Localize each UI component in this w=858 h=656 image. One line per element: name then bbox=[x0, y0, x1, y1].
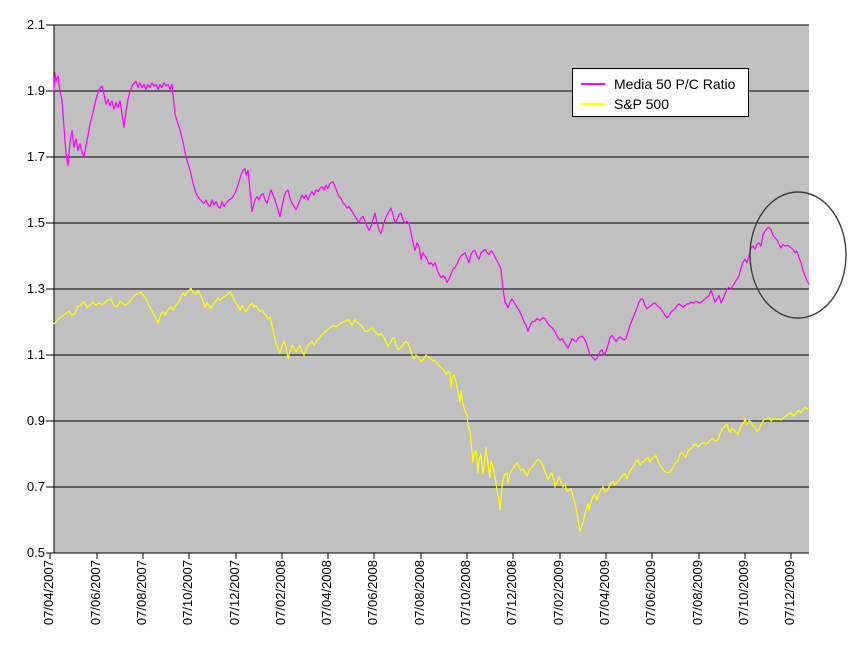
series-line-media-50-p-c-ratio bbox=[53, 72, 810, 361]
x-axis-tick-label: 07/12/2008 bbox=[504, 560, 520, 626]
x-axis-tick-label: 07/10/2008 bbox=[458, 560, 474, 626]
x-axis-tick-label: 07/10/2007 bbox=[180, 560, 196, 626]
legend-line-sample-magenta bbox=[581, 83, 605, 85]
highlight-ellipse-annotation bbox=[749, 191, 847, 319]
x-axis-tick-label: 07/10/2009 bbox=[735, 560, 751, 626]
y-axis-tick-label: 1.3 bbox=[26, 281, 45, 296]
y-axis-tick-label: 1.7 bbox=[26, 149, 45, 164]
y-axis-tick-label: 0.7 bbox=[26, 479, 45, 494]
legend: Media 50 P/C Ratio S&P 500 bbox=[572, 68, 749, 117]
x-axis-tick-label: 07/08/2007 bbox=[133, 560, 149, 626]
y-axis-tick-label: 0.9 bbox=[26, 413, 45, 428]
y-axis-tick-label: 2.1 bbox=[26, 17, 45, 32]
x-axis-tick-label: 07/08/2008 bbox=[411, 560, 427, 626]
x-axis-tick-label: 07/06/2008 bbox=[365, 560, 381, 626]
x-axis-tick-label: 07/08/2009 bbox=[689, 560, 705, 626]
y-axis-tick-label: 1.9 bbox=[26, 83, 45, 98]
legend-item-media-50-pc-ratio: Media 50 P/C Ratio bbox=[581, 74, 748, 94]
x-axis-tick-label: 07/02/2008 bbox=[272, 560, 288, 626]
x-axis-tick-label: 07/04/2008 bbox=[319, 560, 335, 626]
x-axis-tick-label: 07/06/2009 bbox=[643, 560, 659, 626]
x-axis-tick-label: 07/02/2009 bbox=[550, 560, 566, 626]
legend-label-sp500: S&P 500 bbox=[614, 96, 670, 112]
x-axis-tick-label: 07/06/2007 bbox=[87, 560, 103, 626]
y-axis-tick-label: 0.5 bbox=[26, 545, 45, 560]
x-axis-tick-label: 07/04/2009 bbox=[597, 560, 613, 626]
x-axis-tick-label: 07/04/2007 bbox=[41, 560, 57, 626]
x-axis-tick-label: 07/12/2009 bbox=[782, 560, 798, 626]
legend-line-sample-yellow bbox=[581, 103, 605, 105]
x-axis-tick-label: 07/12/2007 bbox=[226, 560, 242, 626]
y-axis-tick-label: 1.5 bbox=[26, 215, 45, 230]
legend-label-media-50-pc-ratio: Media 50 P/C Ratio bbox=[614, 76, 736, 92]
legend-item-sp500: S&P 500 bbox=[581, 94, 748, 114]
y-axis-tick-label: 1.1 bbox=[26, 347, 45, 362]
series-line-s-p-500 bbox=[53, 287, 810, 533]
